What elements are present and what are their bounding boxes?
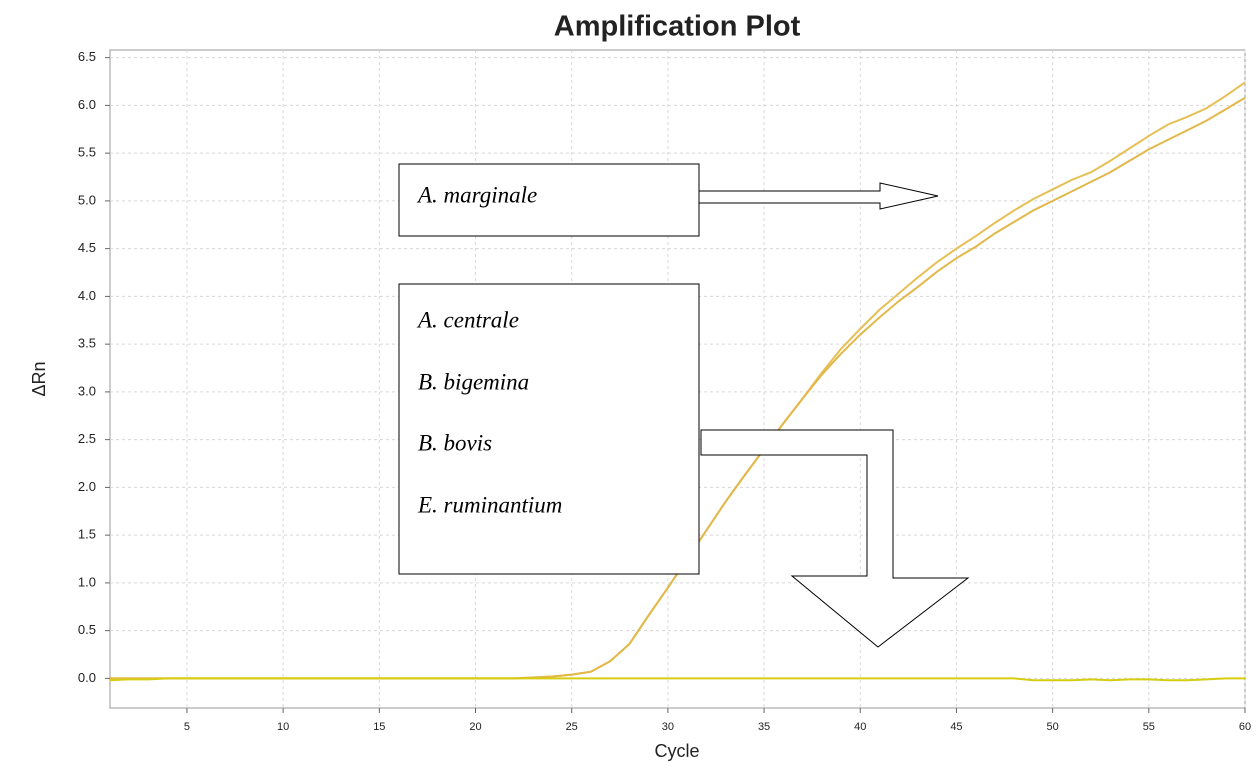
y-tick-label: 2.0 xyxy=(78,479,96,494)
grid xyxy=(110,50,1246,708)
x-tick-label: 5 xyxy=(184,721,190,733)
x-tick-label: 55 xyxy=(1143,721,1155,733)
y-tick-label: 3.0 xyxy=(78,383,96,398)
annotation: B. bigemina xyxy=(418,369,529,394)
y-tick-label: 2.5 xyxy=(78,431,96,446)
x-tick-label: 45 xyxy=(950,721,962,733)
annotation-box xyxy=(398,283,700,575)
x-tick-label: 10 xyxy=(277,721,289,733)
series-line xyxy=(109,677,1245,682)
arrow xyxy=(698,182,939,210)
y-tick-label: 6.5 xyxy=(78,49,96,64)
x-tick-label: 50 xyxy=(1047,721,1059,733)
y-tick-label: 5.5 xyxy=(78,145,96,160)
y-tick-label: 0.0 xyxy=(78,670,96,685)
arrow xyxy=(700,429,970,648)
x-tick-label: 25 xyxy=(566,721,578,733)
x-axis-label: Cycle xyxy=(654,741,699,761)
y-tick-label: 1.0 xyxy=(78,574,96,589)
y-axis-label: ΔRn xyxy=(29,361,49,396)
chart-title: Amplification Plot xyxy=(554,11,801,43)
x-tick-label: 30 xyxy=(662,721,674,733)
x-tick-label: 20 xyxy=(469,721,481,733)
x-tick-label: 15 xyxy=(373,721,385,733)
x-tick-label: 35 xyxy=(758,721,770,733)
x-tick-label: 60 xyxy=(1239,721,1251,733)
annotation: E. ruminantium xyxy=(417,492,562,517)
annotation-box xyxy=(398,163,700,237)
x-tick-label: 40 xyxy=(854,721,866,733)
y-tick-label: 0.5 xyxy=(78,622,96,637)
y-tick-label: 4.0 xyxy=(78,288,96,303)
y-tick-label: 3.5 xyxy=(78,336,96,351)
annotation: A. marginale xyxy=(416,182,537,207)
y-tick-label: 4.5 xyxy=(78,240,96,255)
y-tick-label: 1.5 xyxy=(78,527,96,542)
annotation: B. bovis xyxy=(418,430,492,455)
y-tick-label: 5.0 xyxy=(78,192,96,207)
annotation: A. centrale xyxy=(416,307,519,332)
y-tick-label: 6.0 xyxy=(78,97,96,112)
plot-frame xyxy=(109,49,1246,709)
